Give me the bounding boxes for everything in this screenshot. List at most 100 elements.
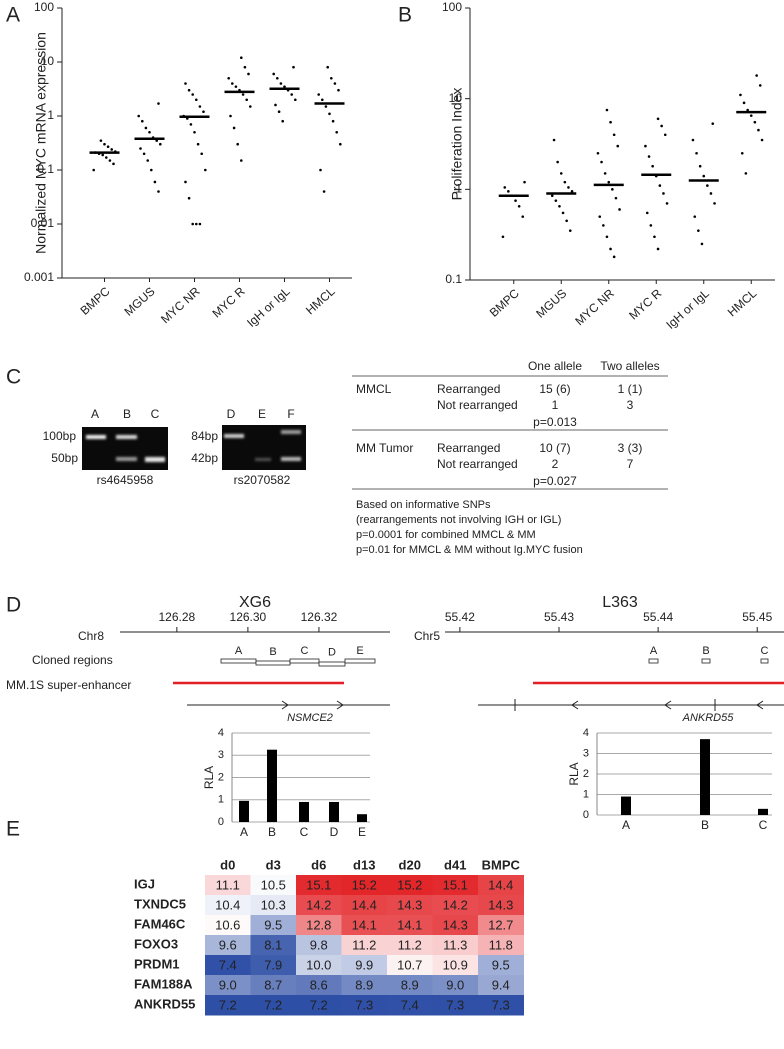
x-tick-label: 126.32 (301, 610, 338, 624)
region-label: B (269, 646, 276, 658)
cell-label: 14.4 (352, 897, 377, 912)
row-label: FAM188A (134, 976, 193, 991)
data-point (644, 144, 647, 148)
data-point (563, 180, 567, 184)
cell-label: 10.9 (443, 957, 468, 972)
heatmap-cell (478, 915, 524, 936)
data-point (612, 133, 616, 137)
cloned-region (255, 660, 291, 666)
data-point (328, 112, 331, 116)
x-tick-label: E (358, 825, 366, 839)
x-tick-label: MYC NR (572, 286, 617, 328)
y-tick-label: 1 (455, 182, 462, 196)
data-point (279, 82, 283, 85)
y-tick-label: 2 (218, 771, 224, 783)
column-header: d20 (399, 857, 421, 872)
y-tick-label: 10 (41, 54, 55, 68)
data-point (317, 93, 321, 96)
data-point (559, 172, 563, 175)
data-point (240, 159, 243, 162)
x-tick-label: HMCL (725, 286, 760, 319)
heatmap-cell (341, 995, 388, 1016)
cell-label: 10.5 (261, 877, 286, 892)
column-header: d0 (220, 857, 235, 872)
data-point (740, 151, 744, 155)
data-point (651, 164, 654, 168)
data-point (236, 142, 239, 146)
cell-label: 8.9 (355, 977, 373, 992)
cell-label: 11.2 (398, 937, 422, 952)
y-axis-title: Proliferation Index (449, 88, 465, 201)
heatmap-cell (250, 875, 297, 896)
data-point (141, 119, 144, 123)
heatmap-cell (387, 915, 433, 936)
heatmap-cell (205, 935, 251, 956)
cloned-region (344, 658, 376, 664)
x-tick-label: 55.44 (643, 610, 673, 624)
cell-label: 14.4 (488, 877, 513, 892)
data-point (198, 222, 202, 226)
data-point (656, 247, 660, 251)
x-tick-label: B (701, 818, 709, 832)
lane-label: D (227, 407, 236, 421)
data-point (106, 145, 110, 149)
heatmap-cell (341, 955, 388, 976)
cell-label: 9.8 (310, 937, 328, 952)
gel-bands (86, 435, 165, 462)
cell-label: 7.3 (492, 997, 510, 1012)
data-point (157, 190, 160, 193)
track-label: MM.1S super-enhancer (6, 678, 131, 692)
strand-arrow (571, 700, 579, 710)
data-point (663, 133, 667, 137)
data-point (742, 101, 746, 105)
data-point (330, 76, 333, 80)
data-point (568, 229, 572, 232)
snp-label: rs2070582 (234, 473, 291, 487)
cell-label: 11.8 (489, 937, 513, 952)
data-point (324, 105, 328, 108)
column-header: Two alleles (600, 359, 659, 373)
data-point (665, 202, 669, 205)
table-cell: 7 (627, 457, 634, 471)
x-tick-label: 55.43 (544, 610, 574, 624)
data-point (319, 168, 322, 172)
row-label: Not rearranged (437, 398, 518, 412)
lane-label: A (91, 407, 99, 421)
data-point (234, 85, 238, 88)
data-point (157, 102, 160, 105)
data-point (110, 148, 113, 151)
data-point (148, 130, 151, 134)
cloned-region (701, 658, 711, 664)
y-axis-title: RLA (202, 766, 216, 789)
cloned-region (318, 661, 346, 667)
bar (267, 749, 277, 822)
y-tick-label: 1 (583, 788, 589, 800)
data-point (322, 190, 326, 193)
data-point (565, 219, 568, 223)
data-point (331, 119, 335, 123)
data-point (561, 211, 565, 215)
region-label: A (650, 645, 658, 657)
data-point (570, 190, 574, 193)
cell-label: 14.2 (306, 897, 331, 912)
y-tick-label: 0.1 (445, 272, 462, 286)
cloned-region (289, 658, 320, 664)
data-point (697, 229, 700, 232)
cell-label: 14.2 (443, 897, 468, 912)
bar (758, 808, 768, 815)
track-label: Cloned regions (32, 653, 113, 667)
data-point (552, 138, 556, 142)
y-tick-label: 3 (218, 749, 224, 761)
heatmap-cell (205, 995, 251, 1016)
table-cell: 10 (7) (539, 441, 570, 455)
bar (329, 801, 339, 822)
data-point (521, 215, 525, 218)
data-point (92, 168, 95, 172)
y-tick-label: 0.1 (37, 162, 54, 176)
lane-label: F (287, 407, 294, 421)
cell-label: 9.4 (492, 977, 510, 992)
heatmap-cell (478, 935, 524, 956)
data-point (556, 160, 559, 164)
gel-image (82, 427, 168, 470)
x-tick-label: MYC NR (158, 284, 203, 326)
